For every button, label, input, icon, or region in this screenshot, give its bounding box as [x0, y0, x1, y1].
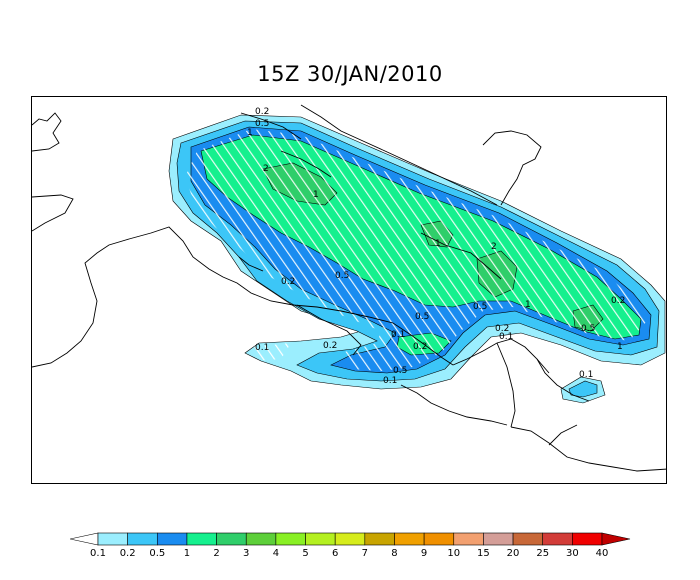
- colorbar-label: 8: [391, 548, 398, 559]
- colorbar-swatch: [156, 532, 188, 546]
- contour-label: 1: [247, 128, 253, 138]
- contour-label: 0.5: [581, 324, 595, 334]
- colorbar-label: 6: [331, 548, 339, 559]
- colorbar-arrow-low: [70, 532, 99, 546]
- contour-label: 0.1: [383, 376, 397, 386]
- colorbar-label: 3: [243, 548, 250, 559]
- contour-label: 0.2: [255, 107, 269, 117]
- colorbar-label: 40: [595, 548, 609, 559]
- contour-label: 0.1: [255, 343, 269, 353]
- colorbar-label: 4: [272, 548, 280, 559]
- map-svg: 0.2 0.5 1 2 1 0.2 0.5 1 2 0.5 1 0.5 0.1 …: [32, 104, 666, 472]
- contour-label: 1: [313, 190, 319, 200]
- contour-label: 0.5: [335, 271, 349, 281]
- colorbar-svg: [70, 532, 631, 546]
- colorbar-label: 5: [302, 548, 309, 559]
- contour-label: 2: [263, 164, 269, 174]
- colorbar-swatch: [483, 532, 514, 546]
- colorbar-label: 0.5: [149, 548, 166, 559]
- colorbar-swatch: [423, 532, 455, 546]
- contour-label: 0.2: [413, 342, 427, 352]
- contour-label: 0.2: [323, 341, 337, 351]
- colorbar-label: 7: [361, 548, 368, 559]
- hatch-small: [251, 343, 291, 361]
- contour-label: 0.1: [499, 332, 513, 342]
- colorbar-swatch: [127, 532, 158, 546]
- colorbar-swatch: [572, 532, 603, 546]
- contour-label: 2: [491, 242, 497, 252]
- contour-label: 0.1: [391, 330, 405, 340]
- colorbar-label: 0.1: [90, 548, 106, 559]
- colorbar-label: 0.2: [119, 548, 136, 559]
- contour-label: 0.2: [495, 324, 509, 334]
- colorbar-swatch: [305, 532, 336, 546]
- colorbar-swatch: [97, 532, 128, 546]
- colorbar-swatch: [275, 532, 306, 546]
- colorbar-swatch: [542, 532, 573, 546]
- contour-label: 1: [435, 239, 441, 249]
- colorbar-swatch: [394, 532, 425, 546]
- contour-label: 0.5: [473, 302, 487, 312]
- colorbar-swatch: [453, 532, 484, 546]
- colorbar-swatch: [512, 532, 544, 546]
- contour-label: 0.5: [415, 312, 429, 322]
- contour-label-layer: 0.2 0.5 1 2 1 0.2 0.5 1 2 0.5 1 0.5 0.1 …: [247, 107, 625, 386]
- colorbar-label: 1: [183, 548, 191, 559]
- contour-label: 0.2: [281, 277, 295, 287]
- colorbar-label: 20: [506, 548, 520, 559]
- colorbar-swatch: [216, 532, 247, 546]
- contour-label: 1: [617, 342, 623, 352]
- band-0-2-small: [568, 380, 598, 398]
- colorbar-swatch: [334, 532, 366, 546]
- colorbar-label: 2: [213, 548, 220, 559]
- colorbar-arrow-high: [601, 532, 631, 546]
- contour-label: 1: [525, 300, 531, 310]
- contour-label: 0.5: [393, 366, 407, 376]
- colorbar-swatch: [364, 532, 395, 546]
- contour-label: 0.5: [255, 119, 269, 129]
- colorbar-label: 10: [447, 548, 461, 559]
- contour-label: 0.2: [611, 296, 625, 306]
- coastlines: [32, 104, 666, 472]
- colorbar: 0.1 0.2 0.5 1 2 3 4 5 6 7 8 9 10 15 20 25 30 40: [70, 531, 632, 563]
- hatch-main: [185, 129, 647, 371]
- colorbar-label: 25: [536, 548, 550, 559]
- colorbar-label: 15: [477, 548, 490, 559]
- colorbar-swatch: [245, 532, 277, 546]
- colorbar-swatch: [186, 532, 217, 546]
- map-title: 15Z 30/JAN/2010: [257, 62, 443, 86]
- contour-label: 0.1: [579, 370, 593, 380]
- colorbar-label: 9: [420, 548, 428, 559]
- precipitation-map: 0.2 0.5 1 2 1 0.2 0.5 1 2 0.5 1 0.5 0.1 …: [31, 96, 667, 484]
- colorbar-label: 30: [565, 548, 579, 559]
